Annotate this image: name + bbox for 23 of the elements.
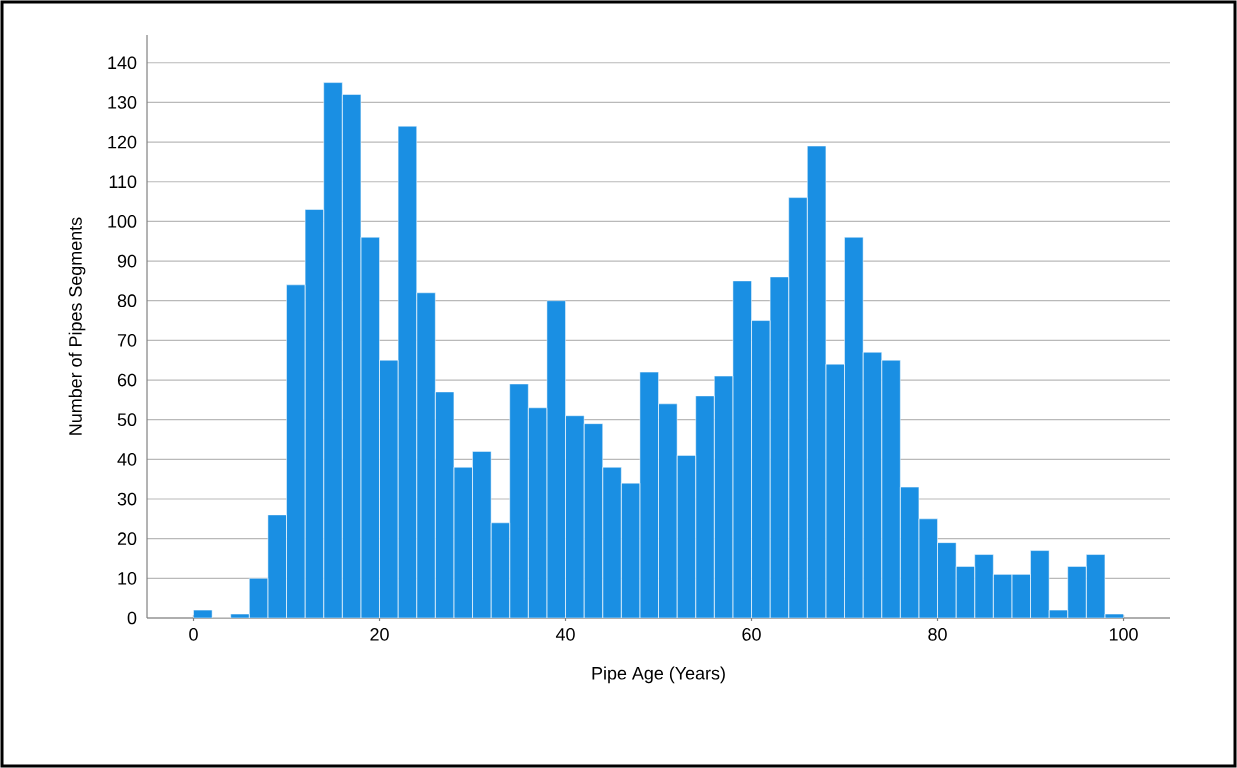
y-tick-label: 60 xyxy=(117,373,137,387)
y-tick-label: 70 xyxy=(117,334,137,347)
y-tick-label: 50 xyxy=(117,413,137,427)
y-tick-label: 130 xyxy=(108,96,137,109)
y-tick-label: 90 xyxy=(117,254,137,268)
x-tick-label: 20 xyxy=(370,628,389,641)
x-tick-label: 40 xyxy=(555,628,575,641)
y-tick-label: 100 xyxy=(108,215,137,228)
y-tick-label: 80 xyxy=(117,294,137,308)
y-tick-label: 30 xyxy=(117,492,137,506)
y-tick-label: 20 xyxy=(117,532,137,546)
x-tick-label: 60 xyxy=(742,628,761,641)
x-tick-label: 80 xyxy=(928,628,947,641)
y-axis-title: Number of Pipes Segments xyxy=(68,217,86,435)
y-tick-label: 140 xyxy=(108,56,137,70)
x-tick-label: 0 xyxy=(189,628,198,641)
y-tick-label: 10 xyxy=(118,571,137,585)
x-axis-title: Pipe Age (Years) xyxy=(592,666,725,684)
y-tick-label: 0 xyxy=(127,611,137,625)
x-tick-label: 100 xyxy=(1109,628,1138,641)
y-tick-label: 110 xyxy=(109,175,137,189)
y-tick-label: 120 xyxy=(108,135,137,149)
y-tick-label: 40 xyxy=(117,453,137,466)
